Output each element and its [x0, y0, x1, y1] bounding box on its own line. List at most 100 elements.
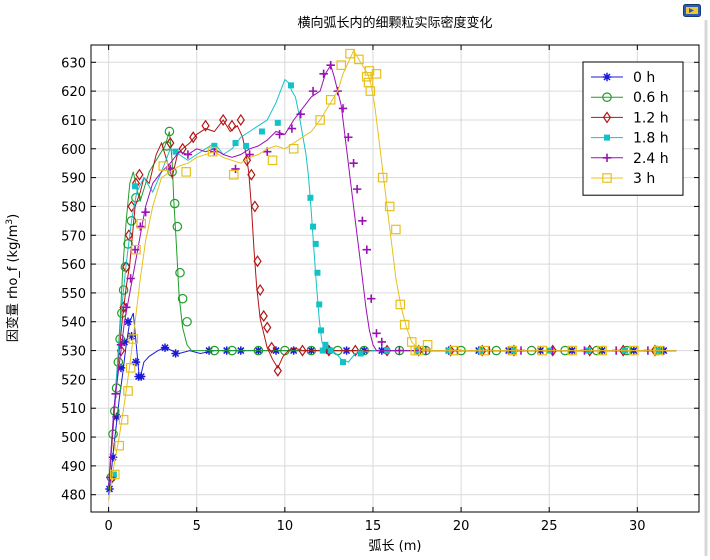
series-marker: [178, 142, 187, 155]
series-marker: [319, 69, 328, 79]
y-tick-label: 630: [61, 56, 86, 71]
series-marker: [125, 363, 136, 373]
series-marker: [317, 327, 324, 334]
series-marker: [628, 345, 639, 356]
series-marker: [319, 347, 326, 354]
y-tick-label: 610: [61, 114, 86, 129]
x-tick-label: 5: [193, 519, 201, 534]
series-3-hh: [108, 48, 677, 501]
series-marker: [120, 337, 129, 347]
series-marker: [308, 86, 318, 96]
legend-label: 1.2 h: [633, 110, 669, 126]
series-marker: [258, 128, 265, 135]
legend-entry: 0.6 h: [591, 90, 669, 106]
series-marker: [112, 412, 121, 422]
series-marker: [377, 172, 388, 183]
series-marker: [413, 345, 424, 356]
y-tick-label: 490: [61, 460, 86, 475]
series-marker: [288, 143, 299, 154]
series-marker: [267, 155, 278, 166]
x-tick-label: 20: [453, 519, 470, 534]
series-marker: [232, 140, 239, 147]
series-marker: [395, 299, 406, 310]
chart-title: 横向弧长内的细颗粒实际密度变化: [297, 15, 492, 31]
series-marker: [158, 161, 169, 171]
series-marker: [182, 316, 192, 327]
series-marker: [312, 240, 319, 247]
legend-swatch-marker: [602, 173, 612, 183]
series-marker: [372, 329, 381, 338]
legend-swatch-marker: [602, 92, 612, 102]
y-axis-label-main: 因变量 rho_f (kg/m: [5, 225, 21, 343]
y-axis-label: 因变量 rho_f (kg/m3): [5, 214, 21, 342]
series-marker: [171, 349, 180, 358]
y-tick-label: 510: [61, 402, 86, 417]
series-marker: [236, 113, 245, 127]
series-marker: [537, 345, 547, 356]
x-tick-label: 25: [541, 519, 558, 534]
plot-frame: [90, 44, 700, 513]
legend-entry: 1.8 h: [591, 131, 669, 147]
legend: 0 h 0.6 h 1.2 h 1.8 h 2.4 h 3 h: [582, 61, 684, 196]
legend-entry: 0 h: [591, 70, 655, 86]
series-marker: [131, 192, 141, 203]
series-marker: [338, 104, 348, 113]
series-marker: [325, 94, 336, 105]
series-marker: [287, 124, 297, 133]
series-marker: [384, 201, 395, 212]
series-marker: [354, 54, 364, 65]
y-tick-label: 620: [61, 85, 86, 100]
series-marker: [110, 471, 117, 478]
y-tick-label: 590: [61, 172, 86, 187]
series-marker: [363, 77, 374, 88]
series-marker: [123, 386, 133, 396]
series-marker: [111, 389, 120, 399]
y-tick-label: 530: [61, 345, 86, 360]
series-marker: [399, 319, 410, 330]
series-marker: [327, 347, 334, 354]
series-marker: [131, 244, 141, 255]
series-marker: [362, 71, 372, 82]
x-tick-label: 30: [629, 519, 646, 534]
legend-label: 2.4 h: [633, 151, 669, 167]
series-marker: [345, 48, 355, 59]
x-tick-label: 15: [365, 519, 382, 534]
series-marker: [253, 255, 262, 268]
series-marker: [597, 345, 607, 356]
series-marker: [127, 200, 136, 213]
y-axis-label-sup: 3: [5, 219, 15, 225]
series-marker: [127, 331, 136, 341]
series-marker: [160, 343, 170, 352]
series-marker: [259, 309, 268, 323]
series-marker: [123, 317, 133, 326]
series-marker: [307, 194, 314, 201]
series-marker: [175, 267, 185, 278]
y-axis-label-end: ): [6, 214, 21, 219]
export-image-icon[interactable]: [683, 4, 701, 17]
legend-label: 0.6 h: [633, 90, 669, 106]
series-marker: [298, 344, 307, 357]
y-tick-label: 560: [61, 258, 86, 273]
legend-entry: 1.2 h: [591, 110, 669, 126]
series-marker: [310, 223, 317, 230]
series-marker: [479, 345, 489, 356]
series-marker: [352, 184, 362, 194]
y-tick-label: 520: [61, 373, 86, 388]
series-marker: [172, 221, 183, 232]
series-marker: [250, 200, 260, 213]
series-marker: [267, 341, 276, 354]
series-marker: [351, 344, 360, 357]
series-marker: [231, 164, 240, 174]
y-tick-label: 600: [61, 143, 86, 158]
series-marker: [108, 453, 118, 462]
legend-entry: 3 h: [591, 171, 655, 187]
series-marker: [183, 150, 193, 159]
series-marker: [181, 167, 191, 177]
series-marker: [227, 345, 237, 356]
legend-swatch-marker: [604, 134, 610, 141]
series-marker: [116, 340, 126, 350]
series-marker: [128, 334, 139, 344]
series-marker: [349, 158, 358, 168]
legend-entry: 2.4 h: [591, 151, 669, 167]
series-marker: [228, 169, 239, 180]
